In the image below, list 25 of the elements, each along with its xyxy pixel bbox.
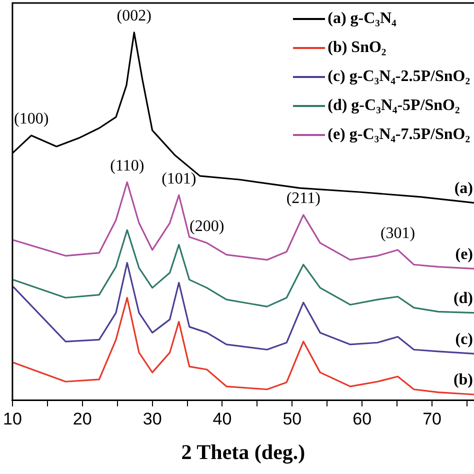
x-tick-label: 20 [72,409,92,428]
x-axis-title: 2 Theta (deg.) [181,440,306,464]
x-tick-label: 70 [422,409,442,428]
legend-label: (e) g-C₃N₄-7.5P/SnO₂ [328,125,470,145]
legend-label: (d) g-C₃N₄-5P/SnO₂ [328,96,460,116]
x-tick-label: 10 [2,409,22,428]
annotation: (200) [190,218,224,236]
annotation: (a) [454,180,473,197]
x-tick-label: 60 [352,409,372,428]
legend-label: (c) g-C₃N₄-2.5P/SnO₂ [328,67,470,87]
annotation: (100) [14,110,49,128]
x-tick-label: 30 [142,409,162,428]
x-tick-label: 50 [282,409,302,428]
annotation: (211) [286,190,320,208]
annotation: (301) [380,225,416,242]
annotation: (b) [453,372,473,389]
legend-label: (b) SnO₂ [328,38,386,58]
annotation: (101) [162,170,196,188]
x-tick-label: 40 [212,409,232,428]
annotation: (110) [110,157,144,174]
annotation: (d) [453,290,473,307]
legend-label: (a) g-C₃N₄ [328,9,396,29]
annotation: (e) [455,246,473,263]
annotation: (002) [116,8,152,25]
annotation: (c) [455,330,473,348]
